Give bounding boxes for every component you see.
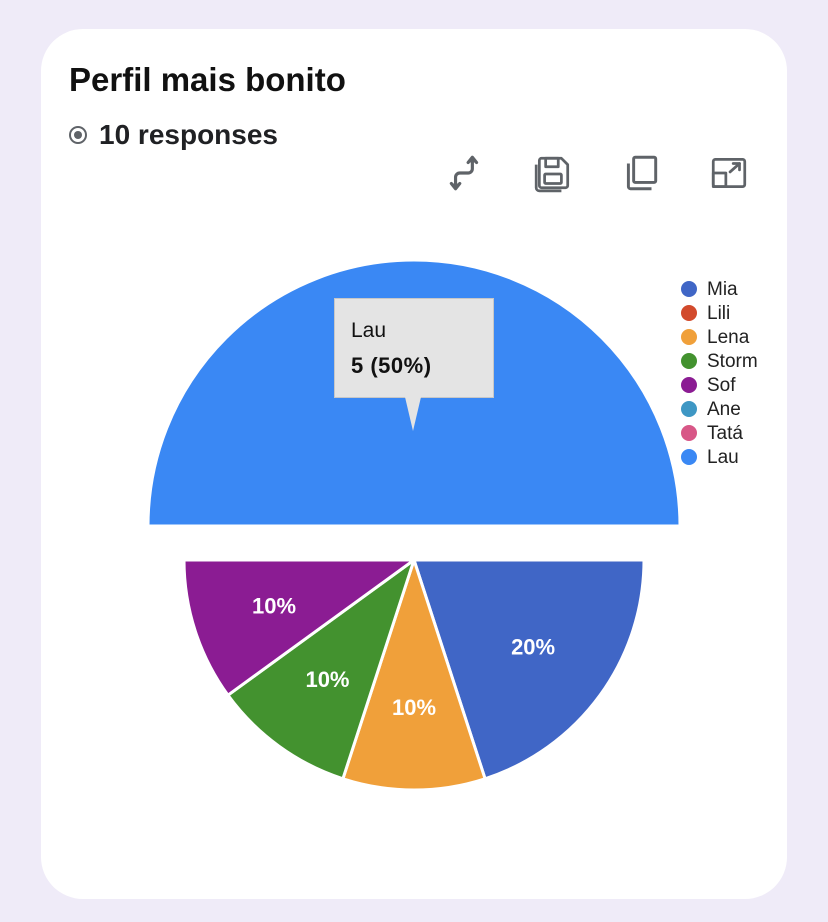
legend-label-lena: Lena xyxy=(707,327,750,348)
legend-label-lau: Lau xyxy=(707,447,739,468)
chart-card: Perfil mais bonito 10 responses xyxy=(41,29,787,899)
save-icon[interactable] xyxy=(531,151,575,195)
slice-label-mia: 20% xyxy=(511,635,555,660)
tooltip-value: 5 (50%) xyxy=(351,353,432,378)
responses-summary: 10 responses xyxy=(69,119,278,151)
tooltip-label: Lau xyxy=(351,319,387,342)
copy-icon[interactable] xyxy=(619,151,663,195)
radio-icon xyxy=(69,126,87,144)
slice-label-storm: 10% xyxy=(305,667,349,692)
pie-slice-storm[interactable] xyxy=(225,556,417,781)
legend-label-ane: Ane xyxy=(707,399,741,420)
legend-swatch-storm xyxy=(681,353,697,369)
legend-label-lili: Lili xyxy=(707,303,730,324)
chart-tooltip: Lau 5 (50%) xyxy=(334,298,494,431)
legend-swatch-lena xyxy=(681,329,697,345)
expand-icon[interactable] xyxy=(707,151,751,195)
legend-label-tatá: Tatá xyxy=(707,423,743,444)
chart-legend: Mia Lili Lena Storm Sof Ane Tatá Lau xyxy=(681,279,758,468)
legend-label-storm: Storm xyxy=(707,351,758,372)
pie-slice-sof[interactable] xyxy=(182,558,419,698)
legend-label-mia: Mia xyxy=(707,279,738,300)
pie-slice-mia[interactable] xyxy=(411,558,646,781)
card-title: Perfil mais bonito xyxy=(69,61,346,98)
slice-label-sof: 10% xyxy=(252,593,296,618)
legend-swatch-lau xyxy=(681,449,697,465)
slice-label-lena: 10% xyxy=(392,695,436,720)
legend-swatch-ane xyxy=(681,401,697,417)
responses-count: 10 responses xyxy=(99,119,278,150)
pie-slice-lena[interactable] xyxy=(341,555,487,792)
chart-toolbar xyxy=(443,151,751,195)
swap-icon[interactable] xyxy=(443,151,487,195)
legend-swatch-tatá xyxy=(681,425,697,441)
legend-label-sof: Sof xyxy=(707,375,736,396)
pie-chart: 20%10%10%10%50% MiaLiliLenaStormSofAneTa… xyxy=(146,258,758,792)
legend-swatch-lili xyxy=(681,305,697,321)
legend-swatch-mia xyxy=(681,281,697,297)
legend-swatch-sof xyxy=(681,377,697,393)
